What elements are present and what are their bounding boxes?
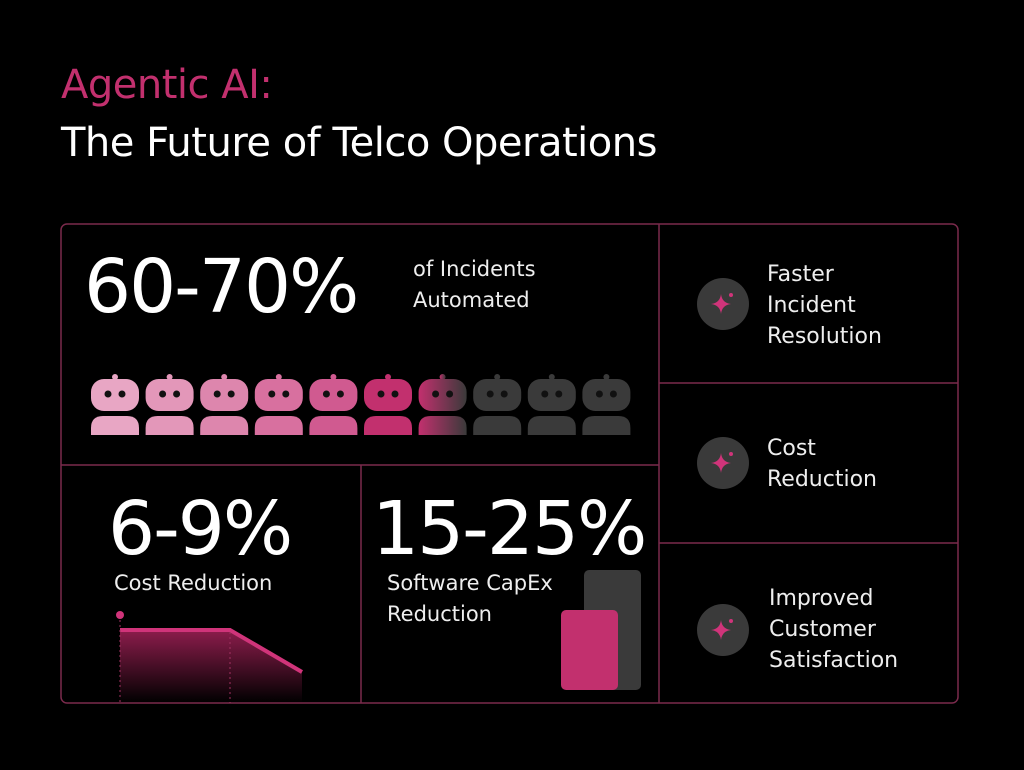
caption-line: Automated xyxy=(413,288,530,312)
benefit-line: Customer xyxy=(769,617,876,642)
title-accent: Agentic AI: xyxy=(61,62,273,108)
benefit: Cost Reduction xyxy=(767,433,877,495)
stat-value: 60-70% xyxy=(84,244,359,330)
capex-bars-decor xyxy=(561,570,641,690)
benefit-line: Satisfaction xyxy=(769,648,899,673)
robot xyxy=(200,374,249,435)
sparkle-icon xyxy=(697,278,749,330)
panel-borders xyxy=(60,223,959,704)
robot xyxy=(254,374,303,435)
benefit-line: Reduction xyxy=(767,467,877,492)
caption-line: Cost Reduction xyxy=(114,571,273,595)
robot xyxy=(418,374,467,435)
cost-chart-decor xyxy=(116,611,304,703)
sparkle-icons xyxy=(697,278,749,656)
sparkle-icon xyxy=(697,437,749,489)
robot-icons xyxy=(91,374,631,435)
sparkle-icon xyxy=(697,604,749,656)
benefit: Improved Customer Satisfaction xyxy=(769,583,898,676)
stat-caption: Software CapEx Reduction xyxy=(387,568,553,630)
caption-line: Software CapEx xyxy=(387,571,553,595)
benefit-line: Improved xyxy=(769,586,874,611)
benefit: Faster Incident Resolution xyxy=(767,259,882,352)
stat-value: 15-25% xyxy=(372,486,647,572)
stat-caption: of Incidents Automated xyxy=(413,254,536,316)
stat-caption: Cost Reduction xyxy=(114,568,272,599)
robot xyxy=(582,374,631,435)
benefit-line: Resolution xyxy=(767,324,882,349)
caption-line: Reduction xyxy=(387,602,492,626)
robot xyxy=(527,374,576,435)
robot xyxy=(473,374,522,435)
robot xyxy=(91,374,139,435)
robot xyxy=(145,374,194,435)
benefit-line: Incident xyxy=(767,293,856,318)
stat-value: 6-9% xyxy=(108,486,293,572)
robot xyxy=(364,374,412,435)
benefit-line: Faster xyxy=(767,262,834,287)
robot xyxy=(309,374,358,435)
caption-line: of Incidents xyxy=(413,257,536,281)
title: The Future of Telco Operations xyxy=(61,120,657,166)
benefit-line: Cost xyxy=(767,436,816,461)
